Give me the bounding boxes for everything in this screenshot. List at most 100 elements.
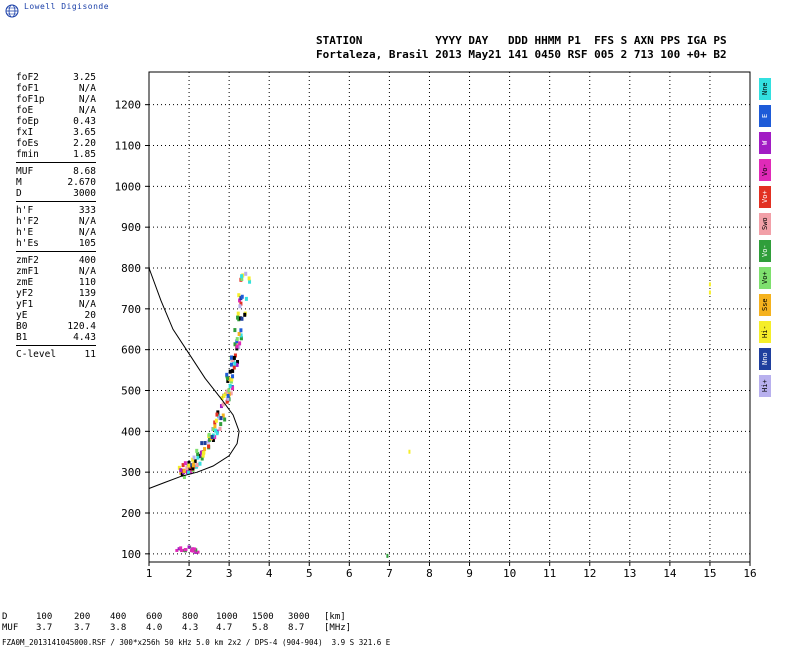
param-name: B0 bbox=[16, 321, 28, 332]
echo-point bbox=[225, 389, 229, 394]
echo-point bbox=[232, 355, 236, 360]
echo-point bbox=[187, 470, 191, 475]
plot-frame bbox=[148, 71, 751, 563]
param-value: 110 bbox=[78, 277, 96, 288]
x-tick-label: 9 bbox=[466, 567, 473, 580]
echo-point bbox=[214, 428, 218, 433]
echo-point bbox=[179, 468, 183, 473]
muf-cell: 3000 bbox=[288, 612, 310, 622]
stray-point bbox=[408, 449, 411, 454]
echo-point bbox=[191, 466, 195, 471]
echo-point bbox=[231, 368, 235, 373]
param-value: N/A bbox=[78, 105, 96, 116]
param-row: h'E N/A bbox=[4, 227, 96, 238]
es-echo-point bbox=[183, 548, 187, 552]
echo-point bbox=[231, 386, 235, 391]
echo-point bbox=[191, 457, 195, 462]
echo-point bbox=[240, 294, 244, 299]
param-value: 4.43 bbox=[73, 332, 96, 343]
param-value: 139 bbox=[78, 288, 96, 299]
param-name: foF1 bbox=[16, 83, 39, 94]
echo-point bbox=[232, 365, 236, 370]
param-value: 0.43 bbox=[73, 116, 96, 127]
echo-point bbox=[187, 460, 191, 465]
param-value: 1.85 bbox=[73, 149, 96, 160]
echo-point bbox=[239, 333, 243, 338]
echo-point bbox=[235, 344, 239, 349]
param-row: yE 20 bbox=[4, 310, 96, 321]
echo-point bbox=[233, 342, 237, 347]
param-row: foEs 2.20 bbox=[4, 138, 96, 149]
param-value: N/A bbox=[78, 94, 96, 105]
y-tick-label: 800 bbox=[121, 262, 141, 275]
y-tick-label: 1200 bbox=[115, 99, 142, 112]
echo-point bbox=[235, 362, 239, 367]
echo-point bbox=[235, 339, 239, 344]
echo-point bbox=[180, 472, 184, 477]
echo-point bbox=[247, 276, 251, 281]
echo-point bbox=[244, 271, 248, 276]
param-value: N/A bbox=[78, 216, 96, 227]
polarization-legend: Nne E W Vo- Vo+ Swo Vo- Vo+ Sse Hi- Nno Hi+ bbox=[759, 78, 771, 402]
param-value: 333 bbox=[78, 205, 96, 216]
param-row: zmE 110 bbox=[4, 277, 96, 288]
param-value: 3.25 bbox=[73, 72, 96, 83]
muf-cell: 4.3 bbox=[182, 623, 199, 633]
echo-point bbox=[238, 298, 242, 303]
echo-point bbox=[182, 475, 186, 480]
param-row: foE N/A bbox=[4, 105, 96, 116]
param-name: h'Es bbox=[16, 238, 39, 249]
echo-point bbox=[230, 355, 234, 360]
echo-point bbox=[218, 426, 222, 431]
echo-point bbox=[230, 357, 234, 362]
param-row: C-level 11 bbox=[4, 349, 96, 360]
echo-point bbox=[239, 328, 243, 333]
y-tick-label: 700 bbox=[121, 303, 141, 316]
echo-point bbox=[213, 424, 217, 429]
echo-point bbox=[227, 377, 231, 382]
muf-cell: 3.8 bbox=[110, 623, 127, 633]
echo-point bbox=[185, 466, 189, 471]
x-tick-label: 8 bbox=[426, 567, 433, 580]
param-name: foF1p bbox=[16, 94, 45, 105]
param-row: MUF 8.68 bbox=[4, 166, 96, 177]
param-value: 2.20 bbox=[73, 138, 96, 149]
stray-point bbox=[708, 282, 711, 287]
y-tick-label: 1100 bbox=[115, 140, 142, 153]
echo-point bbox=[223, 417, 227, 422]
echo-point bbox=[238, 316, 242, 321]
param-name: h'F2 bbox=[16, 216, 39, 227]
echo-point bbox=[236, 311, 240, 316]
param-name: fxI bbox=[16, 127, 34, 138]
param-row: fxI 3.65 bbox=[4, 127, 96, 138]
param-row: foF2 3.25 bbox=[4, 72, 96, 83]
legend-swatch: Hi+ bbox=[759, 375, 771, 397]
echo-point bbox=[198, 461, 202, 466]
y-tick-label: 400 bbox=[121, 425, 141, 438]
legend-swatch: Vo+ bbox=[759, 186, 771, 208]
echo-point bbox=[248, 279, 252, 284]
param-separator bbox=[16, 201, 96, 202]
muf-cell: 800 bbox=[182, 612, 199, 622]
x-tick-label: 6 bbox=[346, 567, 353, 580]
muf-unit: [MHz] bbox=[324, 623, 352, 633]
echo-point bbox=[235, 337, 239, 342]
muf-cell: 100 bbox=[36, 612, 53, 622]
parameter-panel: foF2 3.25 foF1 N/A foF1p N/A foE N/A foEp 0.43 fxI… bbox=[4, 72, 96, 360]
param-name: M bbox=[16, 177, 22, 188]
echo-point bbox=[236, 360, 240, 365]
param-value: 105 bbox=[78, 238, 96, 249]
x-tick-label: 15 bbox=[703, 567, 716, 580]
muf-cell: 200 bbox=[74, 612, 91, 622]
header-values: Fortaleza, Brasil 2013 May21 141 0450 RS… bbox=[316, 48, 727, 61]
y-tick-label: 1000 bbox=[115, 180, 142, 193]
es-echo-point bbox=[193, 547, 197, 551]
muf-cell: 3.7 bbox=[36, 623, 53, 633]
param-separator bbox=[16, 251, 96, 252]
muf-cell: 4.7 bbox=[216, 623, 233, 633]
echo-point bbox=[229, 391, 233, 396]
station-header: STATION YYYY DAY DDD HHMM P1 FFS S AXN P… bbox=[316, 34, 727, 62]
echo-point bbox=[237, 293, 241, 298]
param-name: zmF1 bbox=[16, 266, 39, 277]
